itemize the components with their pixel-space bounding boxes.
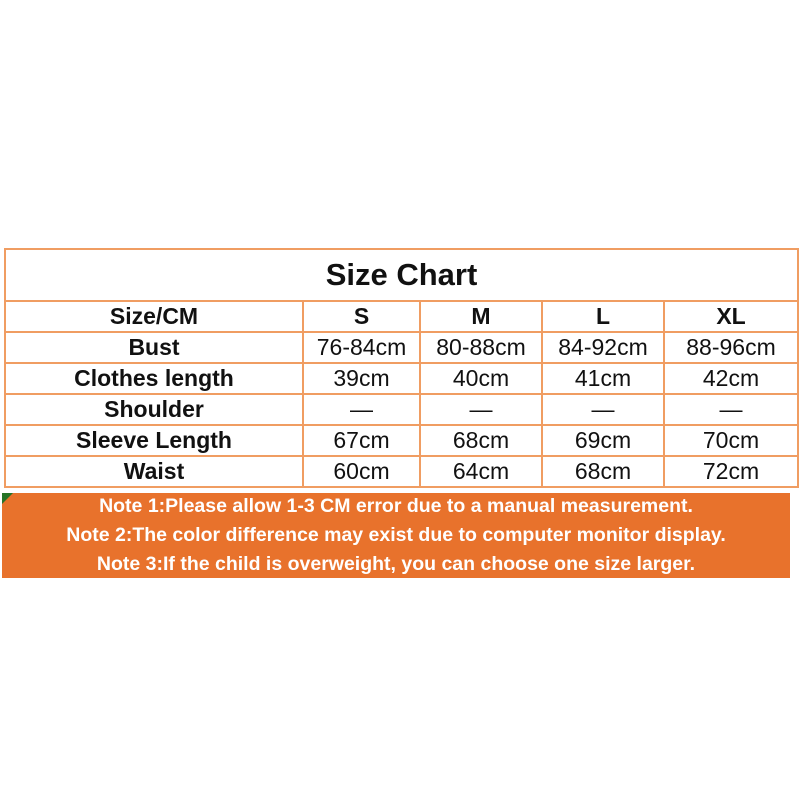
clothes-length-value-s: 39cm xyxy=(302,362,421,395)
table-row-shoulder: Shoulder — — — — xyxy=(4,393,800,426)
table-row-waist: Waist 60cm 64cm 68cm 72cm xyxy=(4,455,800,488)
clothes-length-value-xl: 42cm xyxy=(662,362,800,395)
table-row-sleeve-length: Sleeve Length 67cm 68cm 69cm 70cm xyxy=(4,424,800,457)
column-header-m: M xyxy=(419,300,543,333)
note-line-1: Note 1:Please allow 1-3 CM error due to … xyxy=(99,495,693,517)
bust-value-l: 84-92cm xyxy=(541,331,665,364)
shoulder-value-s: — xyxy=(302,393,421,426)
size-chart-title: Size Chart xyxy=(3,248,800,302)
table-row-clothes-length: Clothes length 39cm 40cm 41cm 42cm xyxy=(4,362,800,395)
waist-value-s: 60cm xyxy=(302,455,421,488)
sleeve-length-value-s: 67cm xyxy=(302,424,421,457)
shoulder-value-l: — xyxy=(541,393,665,426)
row-label-waist: Waist xyxy=(4,455,304,488)
sleeve-length-value-l: 69cm xyxy=(541,424,665,457)
waist-value-xl: 72cm xyxy=(662,455,800,488)
clothes-length-value-l: 41cm xyxy=(541,362,665,395)
row-label-bust: Bust xyxy=(4,331,304,364)
column-header-l: L xyxy=(541,300,665,333)
green-corner-fold-decoration xyxy=(2,493,13,504)
notes-banner: Note 1:Please allow 1-3 CM error due to … xyxy=(2,493,790,578)
note-line-3: Note 3:If the child is overweight, you c… xyxy=(96,553,696,575)
row-label-sleeve-length: Sleeve Length xyxy=(4,424,304,457)
bust-value-s: 76-84cm xyxy=(302,331,421,364)
table-row-bust: Bust 76-84cm 80-88cm 84-92cm 88-96cm xyxy=(4,331,800,364)
shoulder-value-xl: — xyxy=(662,393,800,426)
bust-value-m: 80-88cm xyxy=(419,331,543,364)
size-chart-table: Size Chart Size/CM S M L XL Bust 76-84cm… xyxy=(3,248,800,488)
row-label-clothes-length: Clothes length xyxy=(4,362,304,395)
sleeve-length-value-m: 68cm xyxy=(419,424,543,457)
clothes-length-value-m: 40cm xyxy=(419,362,543,395)
waist-value-m: 64cm xyxy=(419,455,543,488)
note-line-2: Note 2:The color difference may exist du… xyxy=(66,524,726,546)
shoulder-value-m: — xyxy=(419,393,543,426)
column-header-xl: XL xyxy=(662,300,800,333)
column-header-s: S xyxy=(302,300,421,333)
table-title-row: Size Chart xyxy=(3,248,800,302)
column-header-size-cm: Size/CM xyxy=(4,300,304,333)
sleeve-length-value-xl: 70cm xyxy=(662,424,800,457)
row-label-shoulder: Shoulder xyxy=(4,393,304,426)
table-header-row: Size/CM S M L XL xyxy=(4,300,800,333)
bust-value-xl: 88-96cm xyxy=(662,331,800,364)
waist-value-l: 68cm xyxy=(541,455,665,488)
